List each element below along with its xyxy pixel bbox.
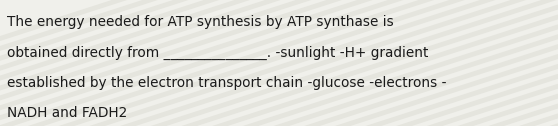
- Polygon shape: [0, 0, 281, 126]
- Text: established by the electron transport chain -glucose -electrons -: established by the electron transport ch…: [7, 76, 447, 90]
- Polygon shape: [151, 0, 557, 126]
- Polygon shape: [427, 0, 558, 126]
- Polygon shape: [0, 0, 342, 126]
- Polygon shape: [304, 0, 558, 126]
- Polygon shape: [365, 0, 558, 126]
- Polygon shape: [335, 0, 558, 126]
- Polygon shape: [0, 0, 250, 126]
- Polygon shape: [273, 0, 558, 126]
- Polygon shape: [89, 0, 496, 126]
- Polygon shape: [28, 0, 434, 126]
- Polygon shape: [243, 0, 558, 126]
- Polygon shape: [59, 0, 465, 126]
- Polygon shape: [519, 0, 558, 126]
- Polygon shape: [458, 0, 558, 126]
- Text: NADH and FADH2: NADH and FADH2: [7, 106, 128, 120]
- Polygon shape: [0, 0, 158, 126]
- Text: The energy needed for ATP synthesis by ATP synthase is: The energy needed for ATP synthesis by A…: [7, 15, 394, 29]
- Polygon shape: [0, 0, 219, 126]
- Polygon shape: [0, 0, 311, 126]
- Polygon shape: [0, 0, 189, 126]
- Polygon shape: [120, 0, 526, 126]
- Polygon shape: [0, 0, 403, 126]
- Polygon shape: [0, 0, 127, 126]
- Text: obtained directly from _______________. -sunlight -H+ gradient: obtained directly from _______________. …: [7, 45, 429, 59]
- Polygon shape: [550, 0, 558, 126]
- Polygon shape: [0, 0, 373, 126]
- Polygon shape: [212, 0, 558, 126]
- Polygon shape: [488, 0, 558, 126]
- Polygon shape: [181, 0, 558, 126]
- Polygon shape: [396, 0, 558, 126]
